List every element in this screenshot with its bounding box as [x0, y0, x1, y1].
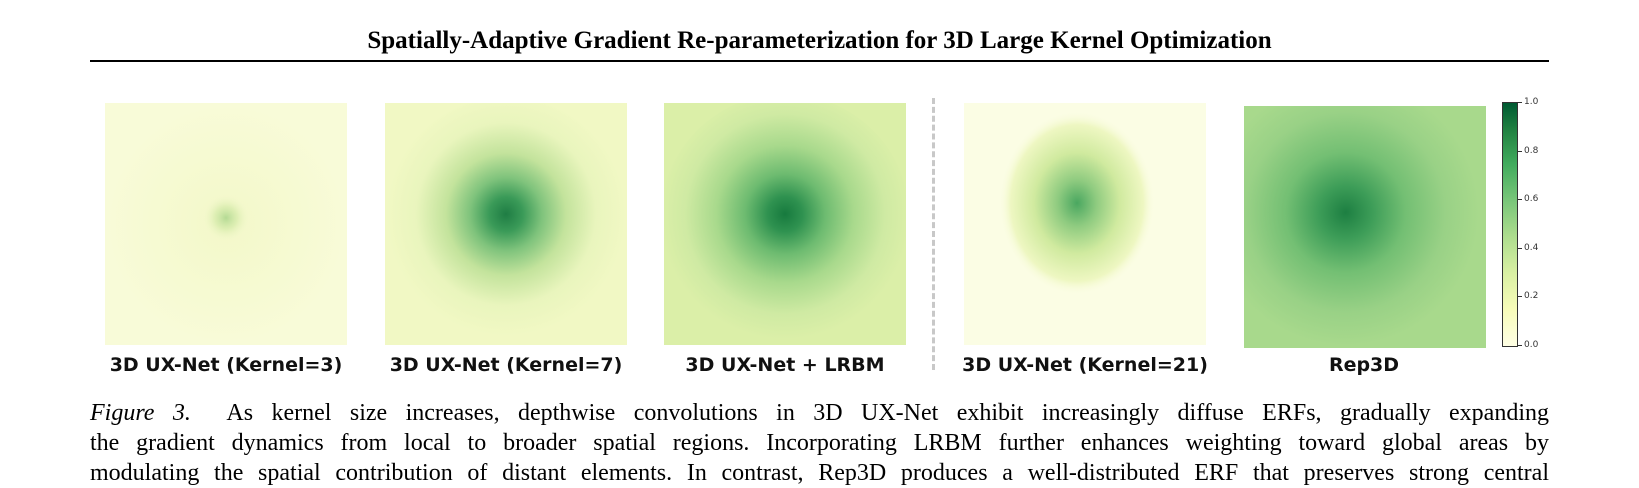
colorbar [1502, 102, 1518, 347]
panel-label-kernel-21: 3D UX-Net (Kernel=21) [962, 354, 1208, 376]
colorbar-label: 0.4 [1524, 243, 1539, 253]
colorbar-tick [1517, 345, 1522, 346]
erf-heatmap-kernel-21 [964, 103, 1206, 345]
colorbar-label: 0.0 [1524, 340, 1539, 350]
panel-label-rep3d: Rep3D [1328, 354, 1400, 376]
dashed-divider [932, 98, 935, 370]
erf-heatmap-kernel-3 [105, 103, 347, 345]
erf-heatmap-lrbm [664, 103, 906, 345]
colorbar-tick [1517, 151, 1522, 152]
erf-heatmap-rep3d [1244, 106, 1486, 348]
panel-label-lrbm: 3D UX-Net + LRBM [685, 354, 885, 376]
colorbar-label: 0.6 [1524, 194, 1539, 204]
caption-figure-label: Figure 3. [90, 400, 191, 426]
colorbar-label: 0.8 [1524, 146, 1539, 156]
caption-line-3: modulating the spatial contribution of d… [90, 460, 1549, 486]
caption-text-1: As kernel size increases, depthwise conv… [226, 400, 1549, 426]
colorbar-tick [1517, 296, 1522, 297]
colorbar-tick [1517, 248, 1522, 249]
paper-running-title: Spatially-Adaptive Gradient Re-parameter… [367, 27, 1272, 54]
colorbar-label: 1.0 [1524, 97, 1539, 107]
colorbar-label: 0.2 [1524, 291, 1539, 301]
caption-line-1: Figure 3. As kernel size increases, dept… [90, 398, 1549, 428]
caption-line-2: the gradient dynamics from local to broa… [90, 430, 1549, 456]
colorbar-tick [1517, 102, 1522, 103]
header-rule [90, 60, 1549, 62]
panel-label-kernel-3: 3D UX-Net (Kernel=3) [109, 354, 343, 376]
panel-label-kernel-7: 3D UX-Net (Kernel=7) [389, 354, 623, 376]
erf-heatmap-kernel-7 [385, 103, 627, 345]
figure-caption: Figure 3. As kernel size increases, dept… [90, 398, 1549, 488]
colorbar-tick [1517, 199, 1522, 200]
